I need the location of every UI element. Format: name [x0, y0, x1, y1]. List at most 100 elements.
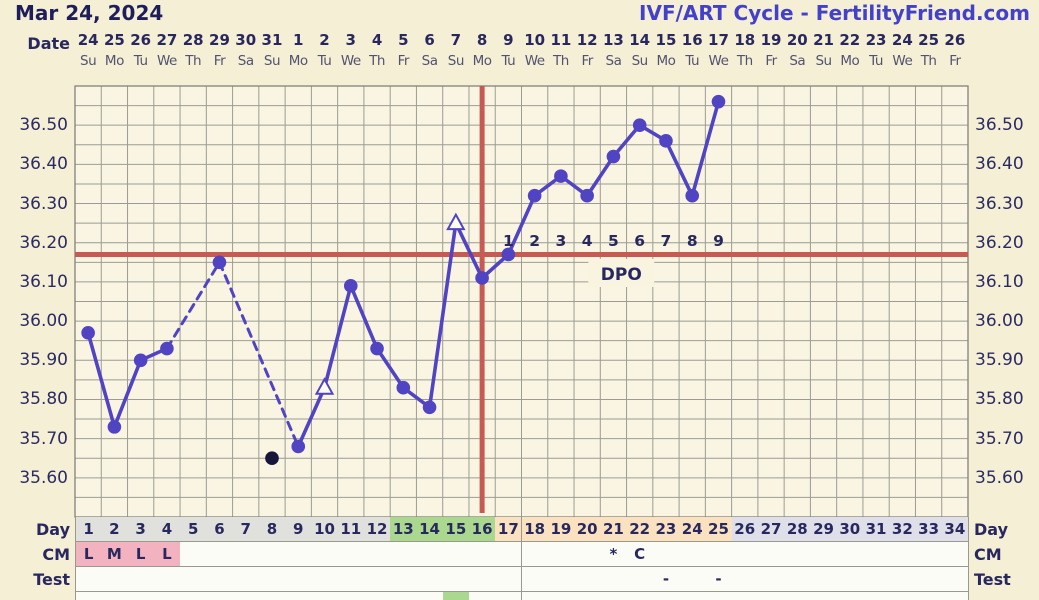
extra-row-cell-day-27[interactable]	[757, 592, 786, 600]
test-cell-day-11[interactable]	[337, 567, 365, 592]
excluded-temp-point-day-8[interactable]	[265, 451, 279, 466]
day-cell-day-23[interactable]: 23	[652, 517, 681, 542]
day-cell-day-2[interactable]: 2	[101, 517, 129, 542]
cm-cell-day-13[interactable]	[390, 542, 418, 567]
extra-row-cell-day-26[interactable]	[731, 592, 759, 600]
cm-cell-day-33[interactable]	[915, 542, 943, 567]
extra-row-cell-day-33[interactable]	[915, 592, 943, 600]
cm-cell-day-31[interactable]	[862, 542, 891, 567]
extra-row-cell-day-15[interactable]	[442, 592, 470, 600]
extra-row-cell-day-16[interactable]	[468, 592, 497, 600]
cm-cell-day-21[interactable]: *	[600, 542, 628, 567]
cm-cell-day-2[interactable]: M	[101, 542, 129, 567]
extra-row-cell-day-20[interactable]	[574, 592, 602, 600]
cm-cell-day-24[interactable]	[679, 542, 707, 567]
day-cell-day-12[interactable]: 12	[363, 517, 392, 542]
cm-cell-day-4[interactable]: L	[153, 542, 182, 567]
test-cell-day-10[interactable]	[311, 567, 339, 592]
temp-point-day-19[interactable]	[554, 169, 568, 183]
cm-cell-day-12[interactable]	[363, 542, 392, 567]
day-cell-day-5[interactable]: 5	[180, 517, 208, 542]
day-cell-day-27[interactable]: 27	[757, 517, 786, 542]
cm-cell-day-34[interactable]	[941, 542, 969, 567]
temp-point-day-2[interactable]	[107, 420, 122, 434]
test-cell-day-13[interactable]	[390, 567, 418, 592]
cm-cell-day-1[interactable]: L	[75, 542, 103, 567]
extra-row-cell-day-21[interactable]	[600, 592, 628, 600]
day-cell-day-22[interactable]: 22	[626, 517, 654, 542]
day-cell-day-8[interactable]: 8	[258, 517, 287, 542]
test-cell-day-32[interactable]	[889, 567, 917, 592]
extra-row-cell-day-18[interactable]	[521, 592, 549, 600]
day-cell-day-16[interactable]: 16	[468, 517, 497, 542]
cm-cell-day-29[interactable]	[810, 542, 838, 567]
test-cell-day-34[interactable]	[941, 567, 969, 592]
test-cell-day-17[interactable]	[495, 567, 523, 592]
extra-row-cell-day-1[interactable]	[75, 592, 103, 600]
cm-cell-day-5[interactable]	[180, 542, 208, 567]
day-cell-day-30[interactable]: 30	[836, 517, 864, 542]
temp-point-day-6[interactable]	[212, 255, 227, 270]
test-cell-day-18[interactable]	[521, 567, 549, 592]
cm-cell-day-10[interactable]	[311, 542, 339, 567]
test-cell-day-2[interactable]	[101, 567, 129, 592]
temp-point-day-1[interactable]	[81, 326, 95, 340]
extra-row-cell-day-31[interactable]	[862, 592, 891, 600]
test-cell-day-33[interactable]	[915, 567, 943, 592]
day-cell-day-28[interactable]: 28	[784, 517, 812, 542]
temp-point-day-3[interactable]	[133, 353, 148, 368]
cm-cell-day-28[interactable]	[784, 542, 812, 567]
cm-cell-day-20[interactable]	[574, 542, 602, 567]
day-cell-day-32[interactable]: 32	[889, 517, 917, 542]
test-cell-day-28[interactable]	[784, 567, 812, 592]
extra-row-cell-day-14[interactable]	[416, 592, 444, 600]
day-cell-day-17[interactable]: 17	[495, 517, 523, 542]
test-cell-day-4[interactable]	[153, 567, 182, 592]
cm-cell-day-11[interactable]	[337, 542, 365, 567]
temp-point-triangle-day-15[interactable]	[446, 212, 466, 231]
test-cell-day-20[interactable]	[574, 567, 602, 592]
cm-cell-day-27[interactable]	[757, 542, 786, 567]
day-cell-day-6[interactable]: 6	[206, 517, 234, 542]
temp-point-day-22[interactable]	[632, 118, 647, 132]
extra-row-cell-day-8[interactable]	[258, 592, 287, 600]
extra-row-cell-day-29[interactable]	[810, 592, 838, 600]
test-cell-day-31[interactable]	[862, 567, 891, 592]
test-cell-day-29[interactable]	[810, 567, 838, 592]
day-cell-day-29[interactable]: 29	[810, 517, 838, 542]
test-cell-day-6[interactable]	[206, 567, 234, 592]
day-cell-day-33[interactable]: 33	[915, 517, 943, 542]
extra-row-cell-day-9[interactable]	[285, 592, 313, 600]
extra-row-cell-day-17[interactable]	[495, 592, 523, 600]
test-cell-day-27[interactable]	[757, 567, 786, 592]
day-cell-day-3[interactable]: 3	[127, 517, 155, 542]
temp-point-day-18[interactable]	[527, 188, 542, 203]
extra-row-cell-day-23[interactable]	[652, 592, 681, 600]
cm-cell-day-22[interactable]: C	[626, 542, 654, 567]
day-cell-day-20[interactable]: 20	[574, 517, 602, 542]
test-cell-day-22[interactable]	[626, 567, 654, 592]
temp-point-day-11[interactable]	[343, 279, 358, 293]
test-cell-day-24[interactable]	[679, 567, 707, 592]
test-cell-day-9[interactable]	[285, 567, 313, 592]
test-cell-day-14[interactable]	[416, 567, 444, 592]
extra-row-cell-day-30[interactable]	[836, 592, 864, 600]
cm-cell-day-17[interactable]	[495, 542, 523, 567]
cm-cell-day-8[interactable]	[258, 542, 287, 567]
temp-point-day-14[interactable]	[422, 400, 437, 415]
day-cell-day-24[interactable]: 24	[679, 517, 707, 542]
cm-cell-day-15[interactable]	[442, 542, 470, 567]
test-cell-day-3[interactable]	[127, 567, 155, 592]
day-cell-day-25[interactable]: 25	[705, 517, 733, 542]
test-cell-day-16[interactable]	[468, 567, 497, 592]
cm-cell-day-7[interactable]	[232, 542, 260, 567]
temp-point-day-24[interactable]	[685, 188, 700, 203]
extra-row-cell-day-2[interactable]	[101, 592, 129, 600]
extra-row-cell-day-10[interactable]	[311, 592, 339, 600]
day-cell-day-1[interactable]: 1	[75, 517, 103, 542]
day-cell-day-21[interactable]: 21	[600, 517, 628, 542]
extra-row-cell-day-11[interactable]	[337, 592, 365, 600]
temp-point-day-16[interactable]	[475, 271, 489, 285]
extra-row-cell-day-13[interactable]	[390, 592, 418, 600]
cm-cell-day-3[interactable]: L	[127, 542, 155, 567]
